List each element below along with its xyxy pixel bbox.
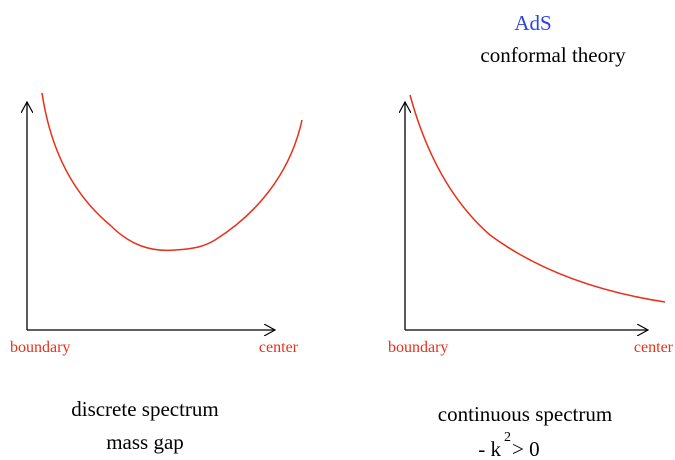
curve [409, 94, 666, 303]
title: AdS [514, 11, 551, 35]
subtitle: conformal theory [480, 43, 626, 67]
formula-base: - k [478, 437, 501, 460]
caption: discrete spectrum [71, 397, 219, 421]
caption: mass gap [106, 430, 184, 454]
curve [41, 92, 303, 252]
left-panel: boundary center discrete spectrum mass g… [10, 92, 303, 454]
formula-rest: > 0 [512, 437, 540, 460]
caption: continuous spectrum [438, 402, 612, 426]
formula-sup: 2 [504, 430, 511, 445]
x-end-label: center [259, 339, 299, 356]
x-end-label: center [634, 339, 674, 356]
x-start-label: boundary [388, 339, 448, 356]
right-panel: boundary center continuous spectrum - k … [388, 94, 674, 460]
x-start-label: boundary [10, 339, 70, 356]
